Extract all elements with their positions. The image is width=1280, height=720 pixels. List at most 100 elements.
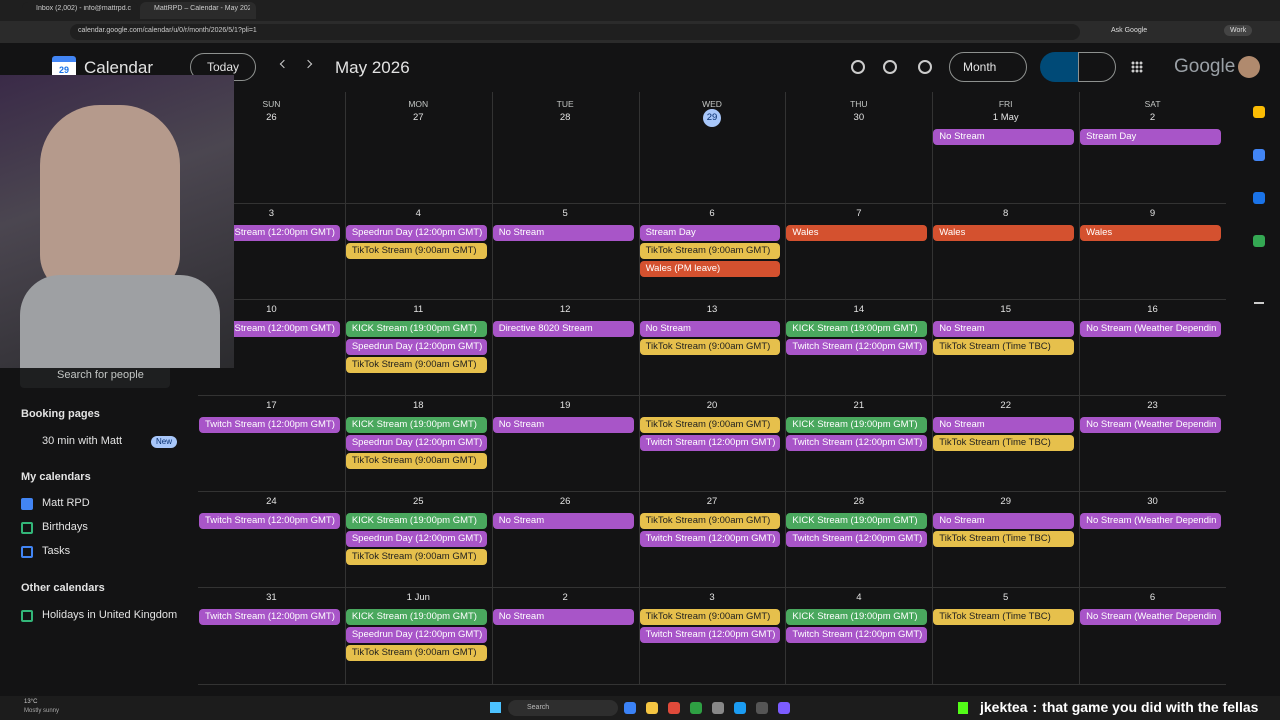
booking-title[interactable]: Booking pages xyxy=(21,408,100,420)
header-icon[interactable] xyxy=(918,60,932,74)
event[interactable]: No Stream xyxy=(492,609,634,625)
profile[interactable]: Work xyxy=(1224,25,1253,36)
taskbar-app[interactable] xyxy=(712,702,724,714)
prev-arrow[interactable] xyxy=(279,59,289,69)
event[interactable]: No Stream (Weather Dependin xyxy=(1080,417,1221,433)
day-date[interactable]: 1 Jun xyxy=(406,592,430,603)
view-toggle-tasks[interactable] xyxy=(1078,52,1116,82)
taskbar-app[interactable] xyxy=(690,702,702,714)
day-date[interactable]: 8 xyxy=(1003,208,1009,219)
ask-google[interactable]: Ask Google xyxy=(1111,27,1148,34)
event[interactable]: No Stream xyxy=(492,417,634,433)
side-add[interactable] xyxy=(1254,302,1264,312)
side-app[interactable] xyxy=(1253,235,1265,247)
event[interactable]: Wales (PM leave) xyxy=(639,261,781,277)
my-calendars-title[interactable]: My calendars xyxy=(21,471,91,483)
day-date[interactable]: 24 xyxy=(266,496,277,507)
taskbar-app[interactable] xyxy=(778,702,790,714)
event[interactable]: No Stream xyxy=(933,321,1075,337)
tab-title[interactable]: MattRPD – Calendar - May 2026 xyxy=(154,5,250,12)
event[interactable]: No Stream xyxy=(933,417,1075,433)
side-app[interactable] xyxy=(1253,192,1265,204)
event[interactable]: KICK Stream (19:00pm GMT) xyxy=(345,321,487,337)
day-date[interactable]: 13 xyxy=(706,304,718,315)
calendar-name[interactable]: Matt RPD xyxy=(42,497,90,509)
day-date[interactable]: 3 xyxy=(268,208,275,219)
event[interactable]: No Stream xyxy=(492,225,634,241)
event[interactable]: No Stream xyxy=(933,129,1075,145)
day-date[interactable]: 3 xyxy=(709,592,715,603)
day-date[interactable]: 10 xyxy=(266,304,277,315)
day-date[interactable]: 19 xyxy=(559,400,571,411)
day-date[interactable]: 12 xyxy=(559,304,571,315)
event[interactable]: Stream Day xyxy=(639,225,781,241)
day-date[interactable]: 6 xyxy=(1149,592,1156,603)
event[interactable]: KICK Stream (19:00pm GMT) xyxy=(345,417,487,433)
day-date[interactable]: 11 xyxy=(413,304,424,315)
tab-title[interactable]: Inbox (2,002) - info@mattrpd.c xyxy=(36,5,132,12)
tab[interactable] xyxy=(22,2,138,19)
event[interactable]: Twitch Stream (12:00pm GMT) xyxy=(199,513,340,529)
booking-item[interactable]: 30 min with Matt xyxy=(42,435,123,447)
event[interactable]: TikTok Stream (9:00am GMT) xyxy=(345,357,487,373)
event[interactable]: TikTok Stream (Time TBC) xyxy=(933,609,1075,625)
day-date[interactable]: 18 xyxy=(412,400,424,411)
other-calendars-title[interactable]: Other calendars xyxy=(21,582,105,594)
day-date[interactable]: 22 xyxy=(1000,400,1011,411)
day-date[interactable]: 29 xyxy=(1000,496,1011,507)
event[interactable]: KICK Stream (19:00pm GMT) xyxy=(786,417,928,433)
event[interactable]: No Stream xyxy=(933,513,1075,529)
event[interactable]: Twitch Stream (12:00pm GMT) xyxy=(786,531,928,547)
event[interactable]: TikTok Stream (Time TBC) xyxy=(933,531,1075,547)
day-date[interactable]: 15 xyxy=(1000,304,1011,315)
day-date[interactable]: 21 xyxy=(853,400,865,411)
event[interactable]: Directive 8020 Stream xyxy=(492,321,634,337)
event[interactable]: Speedrun Day (12:00pm GMT) xyxy=(345,531,487,547)
event[interactable]: No Stream (Weather Dependin xyxy=(1080,609,1221,625)
calendar-checkbox[interactable] xyxy=(21,522,33,534)
taskbar-app[interactable] xyxy=(624,702,636,714)
event[interactable]: Wales xyxy=(1080,225,1221,241)
search-people-text[interactable]: Search for people xyxy=(57,369,144,381)
event[interactable]: No Stream xyxy=(639,321,781,337)
taskbar-app[interactable] xyxy=(734,702,746,714)
event[interactable]: Twitch Stream (12:00pm GMT) xyxy=(639,627,781,643)
day-date[interactable]: 5 xyxy=(562,208,568,219)
event[interactable]: No Stream xyxy=(492,513,634,529)
day-date[interactable]: 14 xyxy=(853,304,865,315)
day-date[interactable]: 4 xyxy=(415,208,421,219)
day-date[interactable]: 4 xyxy=(856,592,862,603)
day-date[interactable]: 31 xyxy=(266,592,277,603)
event[interactable]: Wales xyxy=(933,225,1075,241)
next-arrow[interactable] xyxy=(303,59,313,69)
apps-icon[interactable] xyxy=(1131,61,1143,73)
event[interactable]: Twitch Stream (12:00pm GMT) xyxy=(199,417,340,433)
event[interactable]: TikTok Stream (9:00am GMT) xyxy=(345,549,487,565)
event[interactable]: Stream Day xyxy=(1080,129,1221,145)
day-date[interactable]: 1 May xyxy=(992,112,1019,123)
event[interactable]: TikTok Stream (9:00am GMT) xyxy=(639,609,781,625)
day-date[interactable]: 28 xyxy=(853,496,865,507)
view-select[interactable]: Month xyxy=(949,52,1027,82)
day-date[interactable]: 7 xyxy=(856,208,862,219)
day-date[interactable]: 30 xyxy=(1147,496,1158,507)
event[interactable]: Speedrun Day (12:00pm GMT) xyxy=(345,339,487,355)
taskbar-app[interactable] xyxy=(756,702,768,714)
event[interactable]: Twitch Stream (12:00pm GMT) xyxy=(199,225,340,241)
day-date[interactable]: 2 xyxy=(562,592,568,603)
calendar-checkbox[interactable] xyxy=(21,610,33,622)
day-date[interactable]: 6 xyxy=(709,208,715,219)
day-date[interactable]: 26 xyxy=(266,112,277,123)
event[interactable]: TikTok Stream (9:00am GMT) xyxy=(345,243,487,259)
event[interactable]: TikTok Stream (9:00am GMT) xyxy=(639,417,781,433)
event[interactable]: Wales xyxy=(786,225,928,241)
calendar-checkbox[interactable] xyxy=(21,546,33,558)
side-app[interactable] xyxy=(1253,106,1265,118)
event[interactable]: Twitch Stream (12:00pm GMT) xyxy=(639,531,781,547)
day-date[interactable]: 17 xyxy=(266,400,277,411)
taskbar-app[interactable] xyxy=(668,702,680,714)
tab[interactable] xyxy=(140,2,256,19)
event[interactable]: Speedrun Day (12:00pm GMT) xyxy=(345,435,487,451)
calendar-checkbox[interactable] xyxy=(21,498,33,510)
event[interactable]: No Stream (Weather Dependin xyxy=(1080,513,1221,529)
